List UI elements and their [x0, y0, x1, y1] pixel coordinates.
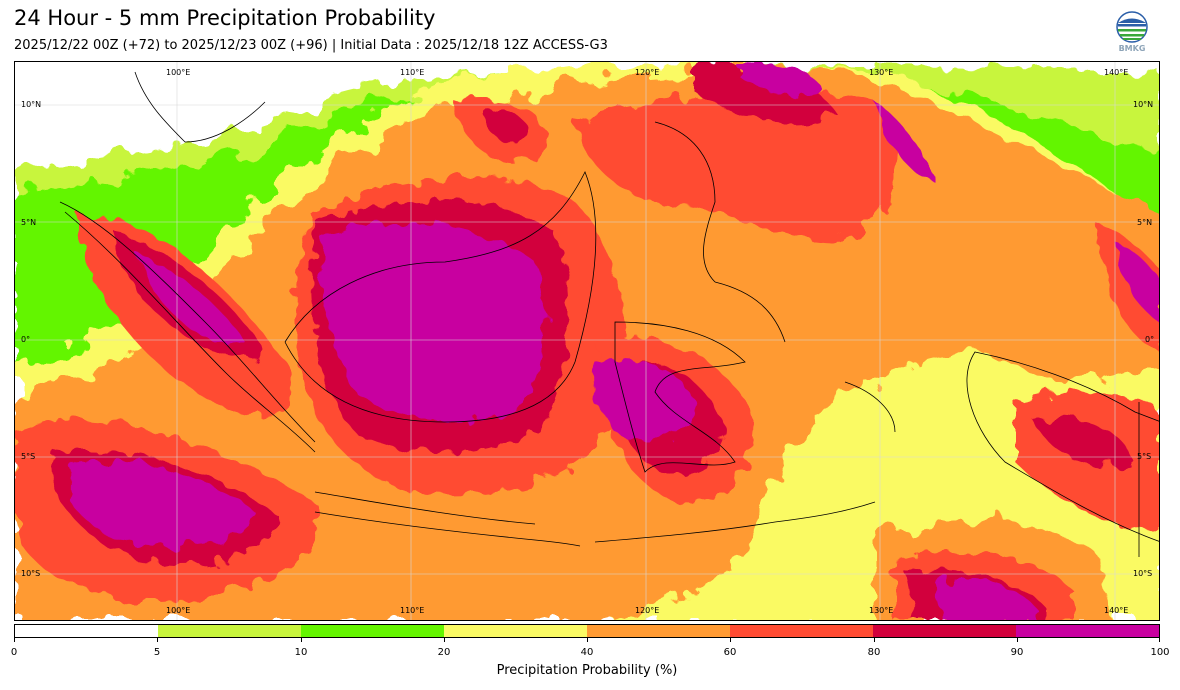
coastlines — [59, 71, 1159, 557]
colorbar-segment — [15, 625, 158, 637]
colorbar-tick-label: 80 — [867, 647, 881, 658]
java-coast-north — [314, 491, 536, 525]
lat-label: 5°N — [21, 218, 37, 227]
colorbar — [14, 624, 1160, 638]
colorbar-segment — [587, 625, 730, 637]
lat-label-right: 5°N — [1137, 218, 1153, 227]
colorbar-tick-label: 0 — [10, 647, 18, 658]
colorbar-segment — [301, 625, 444, 637]
new-guinea-coast — [966, 351, 1159, 542]
colorbar-segment — [730, 625, 873, 637]
colorbar-ticks: 0 5 10 20 40 60 80 90 100 — [10, 638, 1170, 658]
colorbar-tick — [1159, 638, 1160, 642]
colorbar-tick — [444, 638, 445, 642]
graticule — [15, 62, 1159, 620]
mainland-coast — [134, 71, 266, 143]
colorbar-tick — [157, 638, 158, 642]
borneo-coast — [284, 171, 597, 423]
colorbar-tick — [730, 638, 731, 642]
precipitation-map: 100°E 110°E 120°E 130°E 140°E 100°E 110°… — [14, 61, 1160, 621]
colorbar-tick-label: 10 — [294, 647, 308, 658]
sumatra-coast-south — [64, 211, 316, 453]
lat-label-right: 10°N — [1133, 100, 1154, 109]
lon-label: 120°E — [635, 68, 660, 77]
sumatra-coast — [59, 201, 316, 443]
mindanao-coast — [714, 281, 786, 343]
colorbar-segment — [444, 625, 587, 637]
philippines-coast — [654, 121, 716, 283]
lat-label-right: 10°S — [1133, 569, 1153, 578]
lat-label-right: 0° — [1145, 335, 1155, 344]
colorbar-tick — [301, 638, 302, 642]
lat-label: 5°S — [21, 452, 36, 461]
colorbar-tick-label: 90 — [1010, 647, 1024, 658]
colorbar-tick-label: 5 — [153, 647, 161, 658]
lon-label-bottom: 100°E — [166, 606, 191, 615]
map-canvas — [15, 62, 1159, 620]
bmkg-logo: BMKG — [1112, 10, 1152, 56]
java-coast — [314, 511, 581, 547]
colorbar-segment — [158, 625, 301, 637]
colorbar-tick — [1017, 638, 1018, 642]
bmkg-globe-icon — [1116, 11, 1148, 43]
lat-label: 0° — [21, 335, 31, 344]
lon-label: 110°E — [400, 68, 425, 77]
colorbar-tick — [874, 638, 875, 642]
lat-label: 10°N — [21, 100, 42, 109]
colorbar-title: Precipitation Probability (%) — [496, 663, 678, 678]
colorbar-segment — [1016, 625, 1159, 637]
logo-text: BMKG — [1118, 44, 1146, 53]
lon-label: 130°E — [869, 68, 894, 77]
colorbar-tick-label: 60 — [723, 647, 737, 658]
maluku-coast — [844, 381, 896, 433]
colorbar-tick-label: 100 — [1150, 647, 1170, 658]
colorbar-segment — [873, 625, 1016, 637]
sulawesi-coast — [614, 321, 746, 473]
map-title: 24 Hour - 5 mm Precipitation Probability — [14, 6, 436, 30]
lon-label-bottom: 140°E — [1104, 606, 1129, 615]
colorbar-tick-label: 20 — [437, 647, 451, 658]
lon-label-bottom: 110°E — [400, 606, 425, 615]
lon-label: 140°E — [1104, 68, 1129, 77]
map-subtitle: 2025/12/22 00Z (+72) to 2025/12/23 00Z (… — [14, 38, 608, 53]
lon-label-bottom: 120°E — [635, 606, 660, 615]
lon-label: 100°E — [166, 68, 191, 77]
lat-label-right: 5°S — [1137, 452, 1152, 461]
colorbar-tick — [14, 638, 15, 642]
lesser-sunda-coast — [594, 501, 876, 543]
lat-label: 10°S — [21, 569, 41, 578]
colorbar-tick-label: 40 — [580, 647, 594, 658]
colorbar-tick — [587, 638, 588, 642]
lon-label-bottom: 130°E — [869, 606, 894, 615]
